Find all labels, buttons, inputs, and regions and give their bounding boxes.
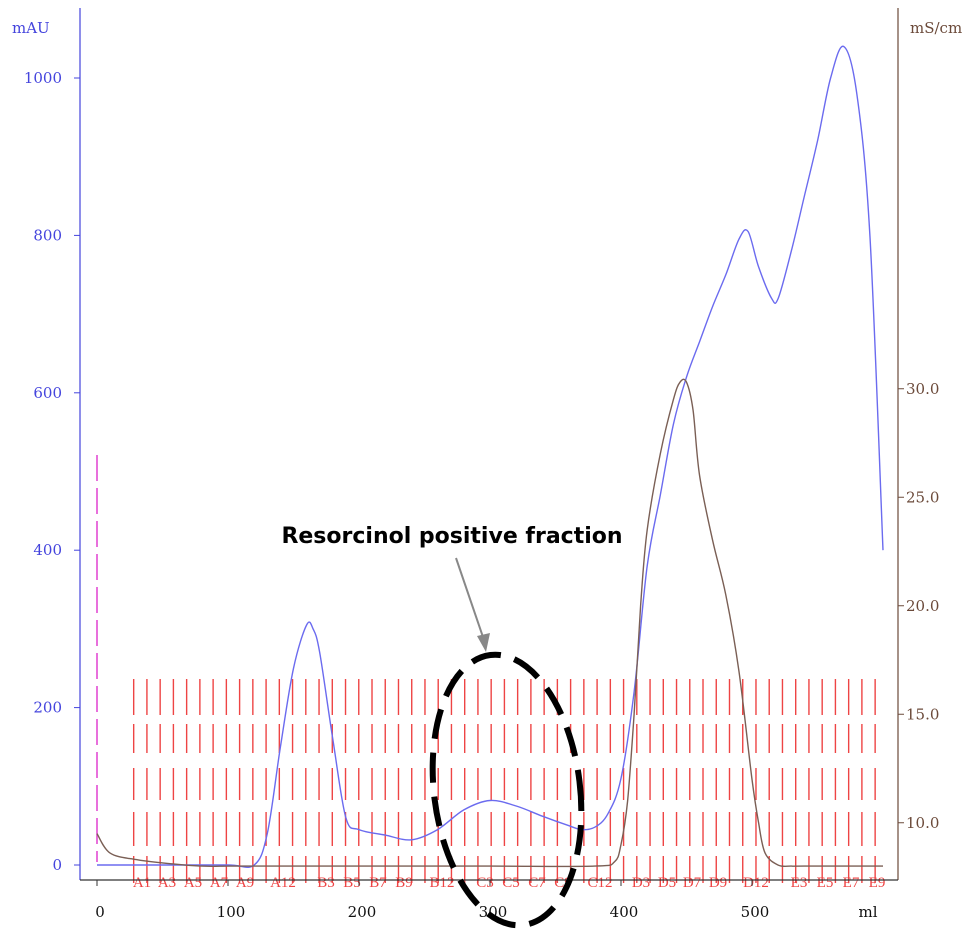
- left-axis-tick-label: 400: [33, 541, 62, 559]
- fraction-label: A9: [236, 875, 254, 891]
- fraction-label: A12: [270, 875, 296, 891]
- annotation-arrow-shaft: [455, 557, 485, 641]
- fraction-label: E3: [791, 875, 808, 891]
- fraction-label: D9: [709, 875, 727, 891]
- axes: 0 200 400 600 800 1000 10.0 15.0 20.0 25.0 30.0 0 10…: [12, 8, 962, 921]
- x-axis-tick-label: 300: [479, 903, 508, 921]
- fraction-label: B3: [317, 875, 335, 891]
- x-axis-tick-label: 200: [348, 903, 377, 921]
- fraction-label: A5: [184, 875, 202, 891]
- fraction-labels: A1 A3 A5 A7 A9 A12 B3 B5 B7 B9 B12 C3 C5 C7 C9 C12 D3 D5 D…: [133, 875, 886, 891]
- fraction-label: B5: [343, 875, 361, 891]
- fraction-label: D5: [658, 875, 676, 891]
- annotation-layer: Resorcinol positive fraction: [281, 524, 623, 929]
- left-axis-unit-label: mAU: [12, 19, 50, 37]
- right-axis-tick-label: 20.0: [906, 597, 939, 615]
- left-axis-tick-label: 0: [52, 856, 62, 874]
- fraction-label: E5: [817, 875, 834, 891]
- fraction-label: C5: [502, 875, 520, 891]
- right-axis-tick-label: 30.0: [906, 380, 939, 398]
- fraction-label: A3: [158, 875, 176, 891]
- fraction-label: E7: [843, 875, 860, 891]
- fraction-markers: [132, 679, 876, 883]
- annotation-ellipse: [429, 651, 585, 929]
- x-axis-tick-label: 400: [610, 903, 639, 921]
- fraction-label: D7: [683, 875, 702, 891]
- left-axis-tick-label: 200: [33, 699, 62, 717]
- fraction-label: D12: [743, 875, 769, 891]
- fraction-label: B7: [369, 875, 387, 891]
- left-axis-tick-label: 1000: [24, 69, 62, 87]
- x-axis-tick-label: 100: [217, 903, 246, 921]
- fraction-label: D3: [632, 875, 650, 891]
- right-axis-unit-label: mS/cm: [910, 19, 962, 37]
- fraction-label: A1: [133, 875, 151, 891]
- annotation-text: Resorcinol positive fraction: [281, 524, 622, 549]
- annotation-arrowhead: [477, 633, 490, 652]
- left-axis-tick-label: 600: [33, 384, 62, 402]
- left-axis-tick-label: 800: [33, 226, 62, 244]
- fraction-label: B12: [429, 875, 454, 891]
- fraction-label: C7: [528, 875, 546, 891]
- x-axis-tick-label: 0: [95, 903, 105, 921]
- series-layer: [96, 45, 884, 868]
- right-axis-tick-label: 25.0: [906, 488, 939, 506]
- fraction-label: C12: [587, 875, 612, 891]
- uv-trace: [96, 45, 884, 868]
- fraction-label: C3: [476, 875, 494, 891]
- x-axis-tick-label: 500: [741, 903, 770, 921]
- fraction-label: B9: [395, 875, 413, 891]
- right-axis-tick-label: 10.0: [906, 814, 939, 832]
- fraction-label: E9: [869, 875, 886, 891]
- x-axis-unit-label: ml: [858, 903, 877, 921]
- conductivity-trace: [96, 378, 883, 868]
- right-axis-tick-label: 15.0: [906, 705, 939, 723]
- fraction-label: A7: [210, 875, 229, 891]
